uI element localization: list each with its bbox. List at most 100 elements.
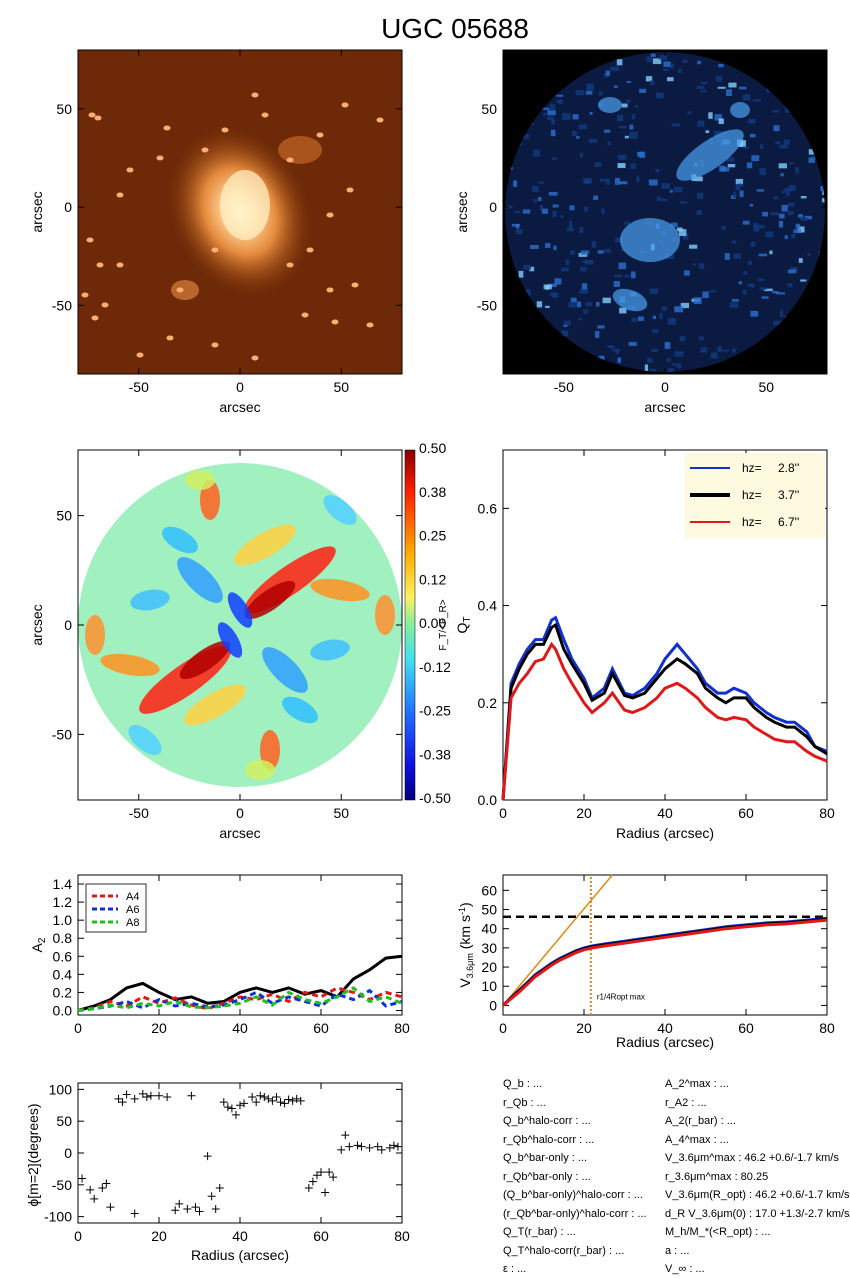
nir-pixel	[680, 302, 690, 309]
nir-pixel	[618, 262, 627, 270]
nir-pixel	[728, 82, 737, 88]
nir-pixel	[624, 274, 630, 278]
phase-point	[183, 1205, 192, 1213]
nir-pixel	[733, 191, 737, 198]
nir-pixel	[679, 201, 688, 204]
fourier-ylabel: A2	[29, 937, 48, 952]
nir-pixel	[779, 213, 785, 219]
nir-pixel	[631, 113, 636, 120]
nir-pixel	[661, 306, 668, 311]
colorbar-tick-label: -0.50	[419, 790, 451, 806]
nir-pixel	[624, 221, 631, 225]
rotation-ytick-label: 40	[481, 921, 497, 937]
nir-pixel	[649, 288, 659, 295]
phase-point	[264, 1094, 273, 1103]
nir-pixel	[603, 129, 611, 133]
nir-pixel	[761, 296, 769, 299]
nir-pixel	[789, 162, 794, 165]
phase-point	[296, 1096, 305, 1105]
nir-pixel	[533, 149, 541, 157]
qt-legend-label: hz=	[742, 461, 762, 475]
phase-point	[248, 1093, 257, 1101]
nir-pixel	[610, 66, 619, 72]
param-left: Q_T(r_bar) : ...	[503, 1226, 576, 1238]
nir-pixel	[663, 61, 671, 67]
phase-point	[357, 1142, 366, 1151]
nir-pixel	[617, 162, 626, 169]
nir-pixel	[742, 94, 751, 101]
param-right: V_∞ : ...	[665, 1263, 705, 1275]
nir-pixel	[565, 259, 570, 266]
nir-pixel	[617, 154, 627, 160]
force-ratio-region	[262, 647, 308, 693]
nir-pixel	[763, 288, 773, 292]
nir-pixel	[784, 235, 788, 240]
rotation-ylabel: V3.6μm (km s-1)	[457, 902, 475, 987]
nir-pixel	[759, 168, 766, 175]
param-right: r_3.6μm^max : 80.25	[665, 1170, 769, 1183]
phase-xtick-label: 20	[151, 1228, 167, 1244]
nir-pixel	[539, 204, 543, 211]
optical-star	[101, 302, 109, 308]
nir-pixel	[588, 138, 598, 143]
nir-pixel	[636, 175, 640, 183]
phase-point	[98, 1184, 107, 1192]
force-ratio-region	[100, 653, 160, 677]
nir-pixel	[762, 211, 769, 217]
nir-pixel	[743, 271, 748, 275]
fourier-ytick-label: 1.2	[53, 894, 73, 910]
qt-legend-value: 2.8''	[778, 461, 799, 475]
nir-pixel	[702, 291, 709, 299]
optical-ytick-label: 50	[56, 101, 72, 117]
optical-star	[341, 102, 349, 108]
optical-ytick-label: -50	[52, 297, 72, 313]
colorbar-tick-label: 0.12	[419, 571, 446, 587]
nir-pixel	[533, 198, 538, 203]
nir-ylabel: arcsec	[454, 191, 470, 232]
phase-point	[385, 1143, 394, 1152]
qt-series-0	[501, 615, 828, 801]
nir-pixel	[731, 299, 739, 302]
phase-point	[276, 1098, 285, 1107]
nir-pixel	[661, 183, 671, 189]
nir-pixel	[725, 157, 735, 162]
nir-pixel	[699, 263, 705, 269]
phase-point	[231, 1110, 240, 1119]
nir-pixel	[669, 189, 673, 193]
phase-xlabel: Radius (arcsec)	[191, 1247, 289, 1263]
nir-xlabel: arcsec	[644, 399, 685, 415]
nir-pixel	[629, 124, 634, 130]
nir-ytick-label: 0	[489, 199, 497, 215]
nir-pixel	[579, 152, 584, 158]
nir-pixel	[708, 112, 713, 119]
nir-pixel	[725, 89, 732, 97]
rotation-ytick-label: 30	[481, 940, 497, 956]
phase-point	[389, 1141, 398, 1150]
nir-pixel	[598, 91, 603, 96]
nir-pixel	[672, 363, 677, 366]
nir-pixel	[619, 181, 628, 185]
nir-pixel	[515, 229, 523, 235]
optical-star	[201, 147, 209, 153]
nir-xtick-label: -50	[554, 379, 574, 395]
nir-pixel	[758, 253, 768, 257]
force-ratio-region	[177, 557, 223, 603]
phase-ytick-label: 100	[49, 1081, 73, 1097]
nir-pixel	[589, 111, 593, 115]
nir-pixel	[780, 310, 784, 318]
phase-ylabel: ϕ[m=2](degrees)	[25, 1103, 41, 1206]
nir-pixel	[639, 151, 646, 158]
nir-pixel	[523, 264, 532, 270]
nir-pixel	[804, 215, 813, 220]
fourier-series-0	[77, 954, 403, 1012]
nir-pixel	[609, 345, 616, 349]
figure-title: UGC 05688	[381, 13, 529, 44]
nir-pixel	[586, 83, 594, 91]
nir-pixel	[664, 342, 671, 349]
param-left: r_Qb^bar-only : ...	[503, 1170, 591, 1183]
nir-pixel	[807, 253, 811, 256]
nir-pixel	[547, 109, 556, 116]
nir-pixel	[515, 224, 520, 229]
rotation-xlabel: Radius (arcsec)	[616, 1034, 714, 1050]
